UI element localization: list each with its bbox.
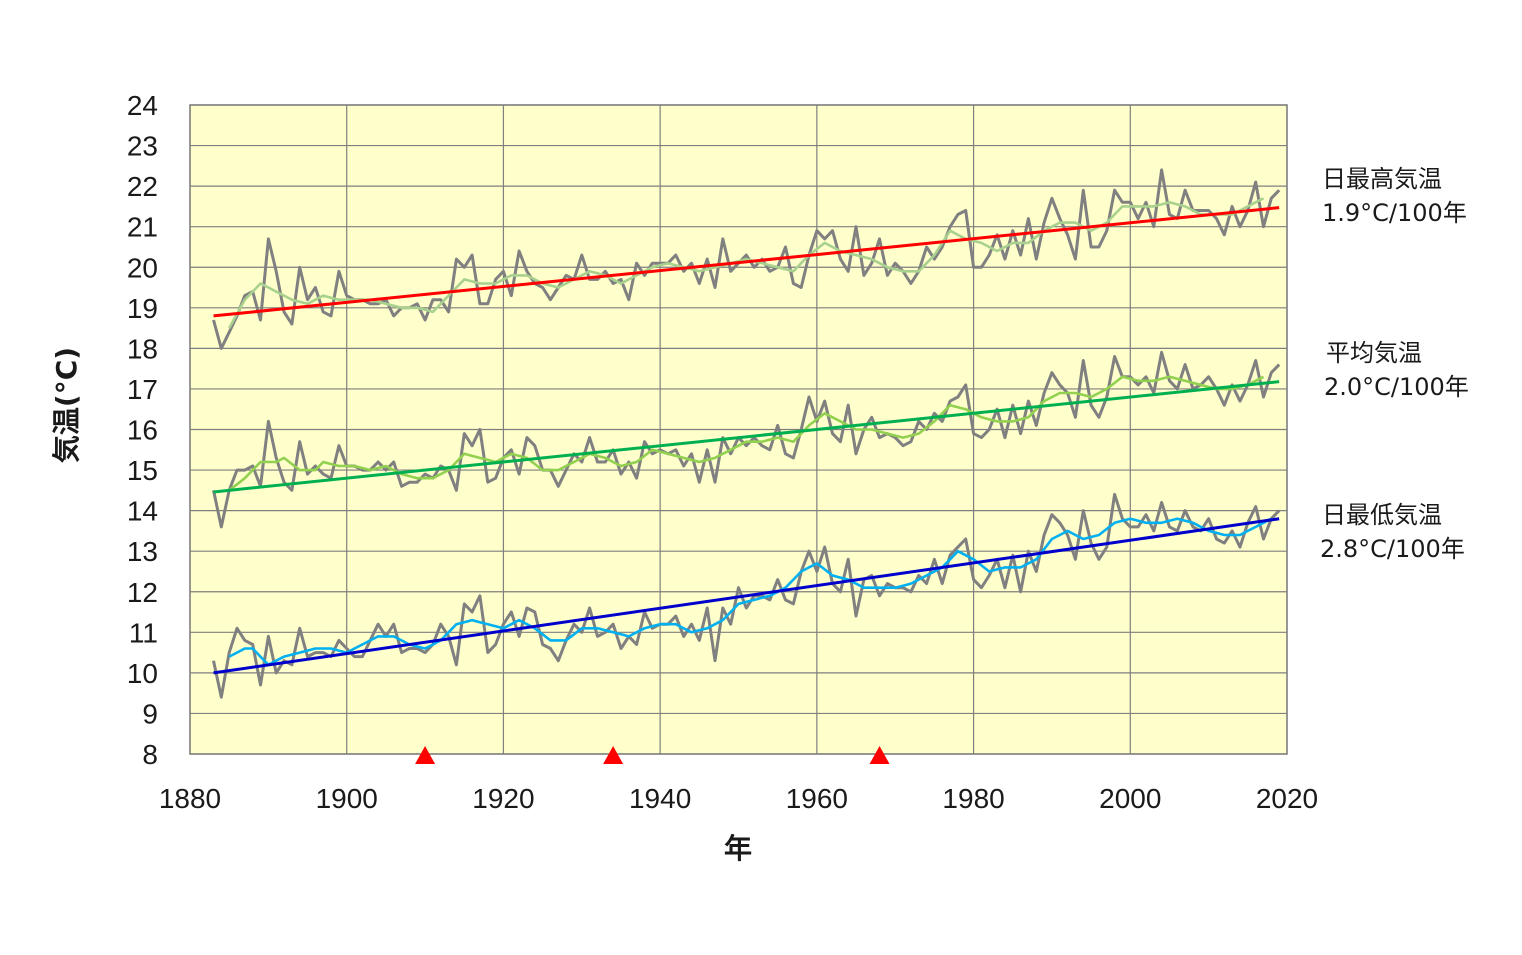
event-marker-triangle (603, 746, 624, 764)
annotation-min-name: 日最低気温 (1322, 501, 1442, 529)
y-tick-label: 21 (127, 212, 158, 243)
y-tick-label: 15 (127, 455, 158, 486)
annotation-max-rate: 1.9°C/100年 (1322, 199, 1467, 227)
annual-line-max (212, 168, 1281, 350)
annotation-mean-name: 平均気温 (1326, 339, 1422, 367)
x-tick-label: 1880 (159, 783, 221, 814)
x-axis-title: 年 (724, 832, 752, 865)
y-tick-label: 9 (142, 698, 158, 729)
annotation-min-rate: 2.8°C/100年 (1320, 535, 1465, 563)
trend-line-mean (213, 380, 1280, 494)
y-tick-label: 19 (127, 293, 158, 324)
y-tick-label: 20 (127, 252, 158, 283)
x-tick-label: 1900 (316, 783, 378, 814)
annotation-max-name: 日最高気温 (1322, 165, 1442, 193)
event-marker-triangle (869, 746, 890, 764)
y-tick-label: 14 (127, 496, 158, 527)
y-tick-label: 17 (127, 374, 158, 405)
x-tick-label: 1940 (629, 783, 691, 814)
y-tick-label: 18 (127, 333, 158, 364)
x-tick-label: 1920 (472, 783, 534, 814)
smoothed-line-max (228, 197, 1265, 329)
y-tick-label: 11 (129, 617, 158, 648)
x-tick-label: 2020 (1256, 783, 1318, 814)
smoothed-line-mean (228, 375, 1265, 492)
y-tick-label: 16 (127, 415, 158, 446)
y-tick-label: 13 (127, 536, 158, 567)
trend-line-max (213, 206, 1280, 318)
x-tick-label: 1960 (786, 783, 848, 814)
y-tick-label: 23 (127, 131, 158, 162)
annotation-max: 日最高気温 1.9°C/100年 (1322, 165, 1467, 227)
x-tick-label: 1980 (942, 783, 1004, 814)
annotation-min: 日最低気温 2.8°C/100年 (1320, 501, 1465, 563)
y-tick-label: 24 (127, 90, 158, 121)
trend-lines (213, 206, 1280, 675)
trend-line-min (213, 517, 1280, 675)
annotation-mean: 平均気温 2.0°C/100年 (1324, 339, 1469, 401)
annual-line-mean (212, 350, 1281, 529)
series-lines (212, 168, 1281, 699)
y-tick-label: 22 (127, 171, 158, 202)
y-tick-label: 8 (142, 739, 158, 770)
y-axis-title: 気温(°C) (50, 347, 83, 463)
smoothed-line-min (228, 517, 1272, 667)
y-tick-label: 12 (127, 577, 158, 608)
event-marker-triangle (415, 746, 436, 764)
annual-line-min (212, 492, 1281, 699)
y-tick-label: 10 (127, 658, 158, 689)
event-markers (415, 746, 890, 764)
x-tick-label: 2000 (1099, 783, 1161, 814)
annotation-mean-rate: 2.0°C/100年 (1324, 373, 1469, 401)
